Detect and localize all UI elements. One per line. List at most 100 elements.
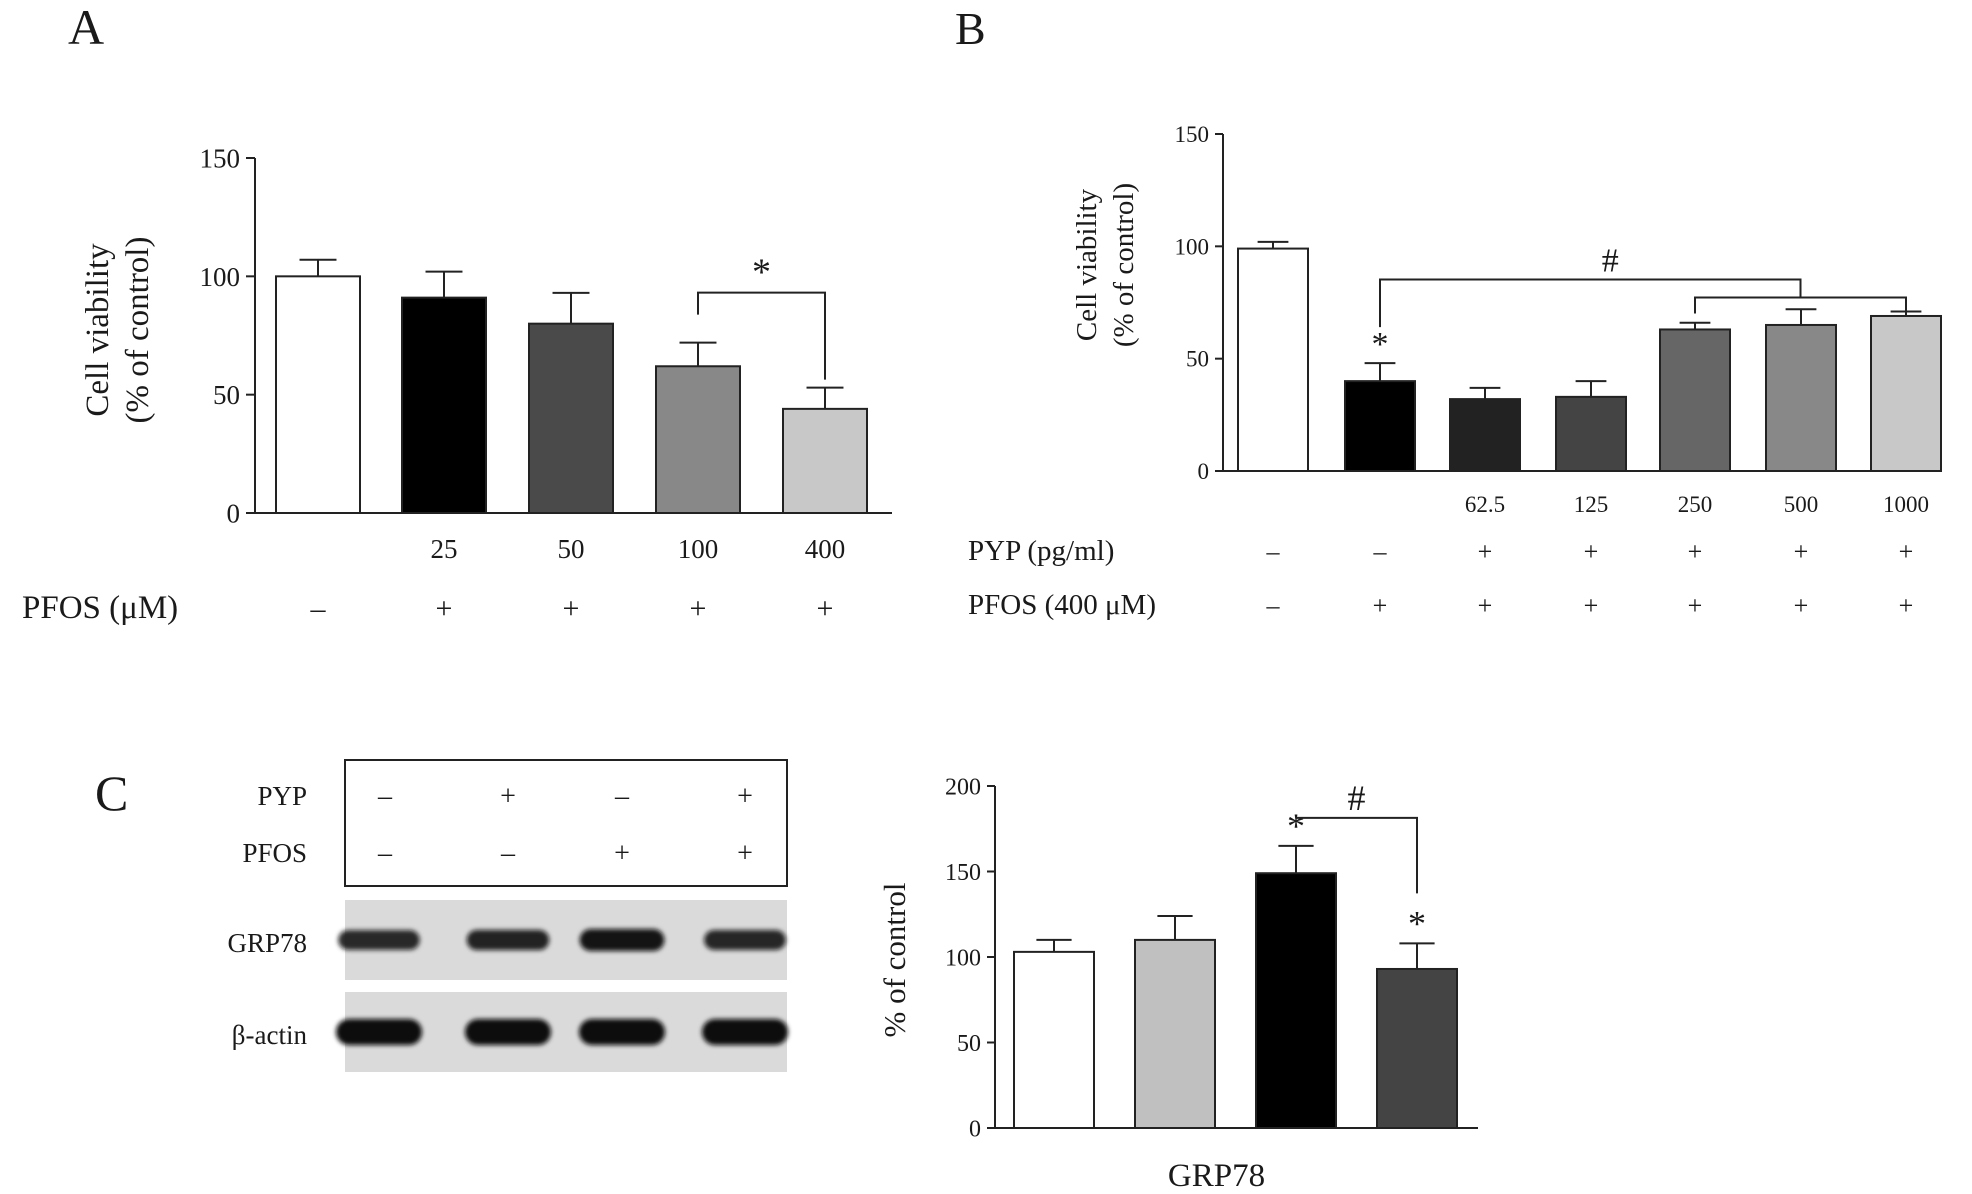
chart-b-treatment-sign: + xyxy=(1794,591,1809,620)
chart-c-y-tick-label: 150 xyxy=(945,860,981,886)
blot-band xyxy=(702,1019,788,1045)
chart-a-category-label: 400 xyxy=(805,534,846,564)
chart-a-treatment-sign: + xyxy=(817,592,834,625)
chart-b-bracket xyxy=(1379,278,1802,328)
chart-b-bar xyxy=(1449,398,1521,472)
chart-c-bracket xyxy=(1296,816,1418,894)
chart-b-category-label: 62.5 xyxy=(1465,492,1505,517)
chart-c-y-tick-label: 100 xyxy=(945,945,981,971)
blot-band-label: β-actin xyxy=(232,1020,308,1050)
blot-band xyxy=(338,930,420,950)
chart-a-bracket xyxy=(697,291,826,380)
chart-b-y-tick-label: 150 xyxy=(1175,122,1210,147)
chart-a-bar xyxy=(655,365,741,514)
chart-b-treatment-sign: + xyxy=(1899,591,1914,620)
chart-a-treatment-sign: + xyxy=(690,592,707,625)
chart-a-y-tick-label: 50 xyxy=(213,380,240,410)
blot-sign: + xyxy=(500,781,516,812)
chart-b-bar xyxy=(1344,380,1416,472)
chart-b-treatment-sign: + xyxy=(1478,591,1493,620)
blot-row-label: PFOS xyxy=(242,838,307,868)
chart-b-bar xyxy=(1237,247,1309,472)
chart-b-treatment-sign: + xyxy=(1478,537,1493,566)
chart-b-treatment-sign: + xyxy=(1373,591,1388,620)
chart-b-y-axis-label: Cell viability xyxy=(1071,188,1103,341)
chart-b-treatment-label: PYP (pg/ml) xyxy=(968,535,1114,567)
chart-a-y-tick-label: 0 xyxy=(227,498,241,528)
chart-c-y-tick-label: 200 xyxy=(945,774,981,800)
chart-a-y-axis-label: (% of control) xyxy=(120,237,156,424)
chart-b-significance-mark: * xyxy=(1372,326,1389,363)
chart-a-treatment-label: PFOS (μM) xyxy=(22,590,178,626)
blot-sign: + xyxy=(737,781,753,812)
chart-b-treatment-sign: + xyxy=(1899,537,1914,566)
blot-band xyxy=(465,1019,551,1045)
chart-c-y-tick-label: 0 xyxy=(969,1116,981,1142)
chart-a-y-tick-label: 100 xyxy=(200,262,241,292)
chart-a-bar xyxy=(782,407,868,514)
chart-b-y-axis-label: (% of control) xyxy=(1108,183,1140,347)
blot-band xyxy=(336,1019,422,1045)
western-blot: PYP – + – + PFOS – – + + GRP78 β-actin xyxy=(227,759,788,1072)
chart-b-y-tick-label: 0 xyxy=(1198,459,1210,484)
chart-b-treatment-sign: + xyxy=(1688,537,1703,566)
panel-label-b: B xyxy=(955,3,986,54)
blot-band xyxy=(579,928,665,952)
chart-b-treatment-sign: – xyxy=(1266,537,1281,566)
chart-b-treatment-sign: – xyxy=(1266,591,1281,620)
chart-b-bracket-mark: # xyxy=(1602,242,1619,279)
chart-a-treatment-sign: – xyxy=(310,592,327,625)
chart-a-treatment-sign: + xyxy=(436,592,453,625)
chart-a-bar xyxy=(401,296,487,514)
chart-b-treatment-sign: – xyxy=(1373,537,1388,566)
chart-a-y-axis-label: Cell viability xyxy=(80,243,116,417)
blot-sign: + xyxy=(614,838,630,869)
blot-band xyxy=(704,930,786,950)
chart-b-treatment-label: PFOS (400 μM) xyxy=(968,589,1156,621)
chart-c-x-axis-label: GRP78 xyxy=(1168,1158,1265,1194)
chart-b-treatment-sign: + xyxy=(1584,591,1599,620)
chart-a-y-tick-label: 150 xyxy=(200,143,241,173)
chart-b-y-tick-label: 100 xyxy=(1175,234,1210,259)
chart-a-bar xyxy=(275,275,361,515)
chart-c-significance-mark: * xyxy=(1287,806,1305,846)
chart-a-category-label: 100 xyxy=(678,534,719,564)
chart-b-cell-viability: 0 50 100 150 Cell viability (% of control) 62.… xyxy=(968,122,1942,621)
chart-b-bar xyxy=(1659,328,1731,472)
chart-c-significance-mark: * xyxy=(1408,903,1426,943)
chart-c-y-tick-label: 50 xyxy=(957,1031,981,1057)
blot-sign: – xyxy=(377,838,393,869)
chart-a-treatment-sign: + xyxy=(563,592,580,625)
chart-b-treatment-sign: + xyxy=(1584,537,1599,566)
blot-sign: – xyxy=(614,781,630,812)
chart-b-category-label: 1000 xyxy=(1883,492,1929,517)
chart-b-sub-bracket xyxy=(1694,296,1907,314)
chart-a-bar xyxy=(528,322,614,514)
chart-b-treatment-sign: + xyxy=(1688,591,1703,620)
blot-band xyxy=(579,1019,665,1045)
chart-b-treatment-sign: + xyxy=(1794,537,1809,566)
chart-a-bracket-mark: * xyxy=(752,252,771,294)
blot-band xyxy=(466,929,550,951)
panel-label-a: A xyxy=(68,0,104,55)
chart-a-category-label: 25 xyxy=(431,534,458,564)
panel-label-c: C xyxy=(95,765,128,821)
chart-a-cell-viability: 0 50 100 150 Cell viability (% of control) 25 5… xyxy=(22,143,892,626)
chart-b-y-tick-label: 50 xyxy=(1186,347,1209,372)
chart-c-bar xyxy=(1376,967,1458,1129)
chart-c-bar xyxy=(1134,938,1216,1130)
chart-b-bar xyxy=(1765,323,1837,473)
blot-sign: – xyxy=(377,781,393,812)
blot-band-label: GRP78 xyxy=(227,928,307,958)
chart-b-category-label: 250 xyxy=(1678,492,1713,517)
chart-b-bar xyxy=(1555,395,1627,472)
chart-c-bar xyxy=(1013,950,1095,1129)
blot-header-box xyxy=(344,759,788,887)
blot-row-label: PYP xyxy=(257,781,307,811)
chart-b-category-label: 500 xyxy=(1784,492,1819,517)
blot-sign: + xyxy=(737,838,753,869)
chart-c-grp78: 0 50 100 150 200 % of control * * # GRP78 xyxy=(877,774,1478,1194)
chart-b-bar xyxy=(1870,314,1942,473)
chart-c-bracket-mark: # xyxy=(1348,778,1366,818)
